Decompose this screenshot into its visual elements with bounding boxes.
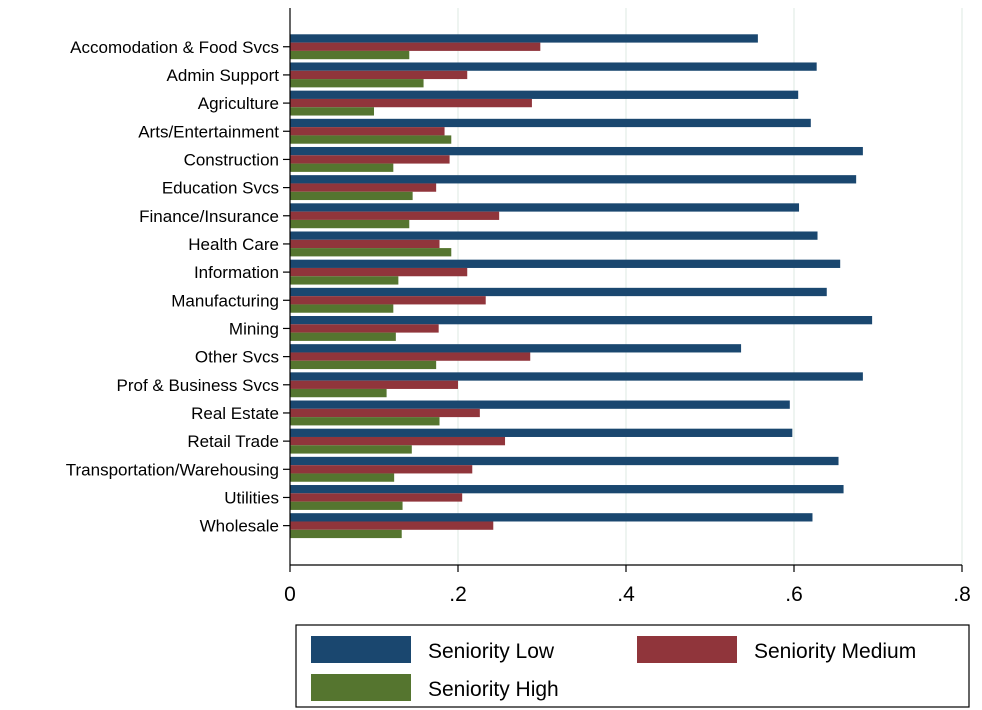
bar-seniority-low-finance-insurance	[290, 203, 800, 212]
category-label-retail-trade: Retail Trade	[187, 432, 279, 451]
bar-seniority-high-other-svcs	[290, 360, 437, 370]
bar-seniority-low-real-estate	[290, 400, 790, 409]
bar-seniority-high-prof-business-svcs	[290, 388, 387, 398]
bar-seniority-high-mining	[290, 332, 396, 341]
legend-swatch-seniority-medium	[637, 636, 737, 663]
bar-seniority-medium-real-estate	[290, 408, 480, 418]
legend-swatch-seniority-low	[311, 636, 411, 663]
category-label-accomodation-food-svcs: Accomodation & Food Svcs	[70, 38, 279, 57]
bar-seniority-medium-wholesale	[290, 521, 494, 530]
bar-seniority-low-agriculture	[290, 90, 799, 99]
category-label-real-estate: Real Estate	[191, 404, 279, 423]
category-label-admin-support: Admin Support	[167, 66, 280, 85]
bar-seniority-medium-utilities	[290, 493, 463, 502]
bar-seniority-medium-education-svcs	[290, 183, 437, 192]
bar-seniority-medium-finance-insurance	[290, 211, 500, 220]
category-label-prof-business-svcs: Prof & Business Svcs	[116, 376, 279, 395]
legend-label-seniority-medium: Seniority Medium	[754, 640, 916, 663]
bar-seniority-medium-information	[290, 267, 468, 277]
bar-seniority-high-construction	[290, 163, 394, 172]
bar-seniority-medium-other-svcs	[290, 352, 531, 361]
bar-seniority-low-other-svcs	[290, 344, 742, 353]
x-tick-label: .4	[617, 583, 635, 606]
bar-seniority-high-education-svcs	[290, 191, 413, 201]
bar-seniority-low-utilities	[290, 485, 844, 494]
x-tick-label: .8	[953, 583, 971, 606]
bar-seniority-medium-transportation-warehousing	[290, 465, 473, 474]
bar-seniority-low-admin-support	[290, 62, 817, 71]
bar-seniority-medium-accomodation-food-svcs	[290, 42, 541, 51]
category-label-construction: Construction	[184, 150, 279, 169]
bar-seniority-low-education-svcs	[290, 175, 857, 184]
bar-seniority-low-retail-trade	[290, 428, 793, 437]
category-label-health-care: Health Care	[188, 235, 279, 254]
bar-seniority-high-admin-support	[290, 79, 424, 88]
bar-seniority-low-accomodation-food-svcs	[290, 34, 758, 43]
category-label-manufacturing: Manufacturing	[171, 291, 279, 310]
axes	[283, 8, 963, 572]
bar-seniority-low-transportation-warehousing	[290, 456, 839, 466]
bar-seniority-medium-admin-support	[290, 70, 468, 80]
category-label-finance-insurance: Finance/Insurance	[139, 207, 279, 226]
category-label-mining: Mining	[229, 319, 279, 338]
bar-seniority-medium-retail-trade	[290, 436, 506, 446]
bar-seniority-medium-prof-business-svcs	[290, 380, 458, 389]
bar-seniority-high-information	[290, 276, 399, 285]
x-tick-label: .2	[449, 583, 467, 606]
bar-seniority-high-accomodation-food-svcs	[290, 50, 410, 60]
bar-seniority-high-finance-insurance	[290, 219, 410, 229]
bar-seniority-high-utilities	[290, 501, 403, 510]
bar-seniority-low-mining	[290, 316, 873, 325]
bar-seniority-high-agriculture	[290, 107, 374, 116]
category-label-transportation-warehousing: Transportation/Warehousing	[66, 460, 279, 479]
x-tick-label: .6	[785, 583, 803, 606]
category-label-other-svcs: Other Svcs	[195, 348, 279, 367]
x-tick-labels: 0 .2 .4 .6 .8	[284, 583, 971, 606]
bar-seniority-medium-mining	[290, 324, 439, 333]
bar-seniority-medium-manufacturing	[290, 296, 486, 305]
x-tick-label: 0	[284, 583, 296, 606]
bar-seniority-high-real-estate	[290, 417, 440, 426]
category-label-information: Information	[194, 263, 279, 282]
legend-label-seniority-low: Seniority Low	[428, 640, 555, 663]
legend-swatch-seniority-high	[311, 674, 411, 701]
bar-seniority-high-arts-entertainment	[290, 135, 452, 144]
bar-seniority-low-health-care	[290, 231, 818, 240]
bar-seniority-low-wholesale	[290, 513, 813, 522]
category-labels: Accomodation & Food Svcs Admin Support Agr…	[66, 38, 280, 536]
bar-seniority-low-construction	[290, 146, 863, 156]
bar-seniority-high-transportation-warehousing	[290, 473, 395, 482]
category-label-arts-entertainment: Arts/Entertainment	[138, 122, 279, 141]
bar-seniority-low-arts-entertainment	[290, 118, 811, 128]
bar-seniority-high-manufacturing	[290, 304, 394, 313]
bar-seniority-medium-health-care	[290, 239, 440, 249]
category-label-agriculture: Agriculture	[198, 94, 279, 113]
category-label-utilities: Utilities	[224, 488, 279, 507]
legend: Seniority Low Seniority Medium Seniority H…	[295, 624, 970, 708]
category-label-wholesale: Wholesale	[200, 517, 279, 536]
bar-seniority-low-information	[290, 259, 841, 268]
bar-seniority-high-health-care	[290, 248, 452, 257]
bar-seniority-medium-agriculture	[290, 98, 532, 108]
bar-seniority-medium-arts-entertainment	[290, 127, 445, 136]
legend-label-seniority-high: Seniority High	[428, 678, 559, 701]
bars	[290, 34, 873, 539]
bar-seniority-high-wholesale	[290, 529, 402, 539]
bar-seniority-low-prof-business-svcs	[290, 372, 863, 381]
bar-seniority-high-retail-trade	[290, 445, 412, 454]
bar-seniority-medium-construction	[290, 155, 450, 164]
category-label-education-svcs: Education Svcs	[162, 179, 279, 198]
bar-seniority-low-manufacturing	[290, 287, 827, 297]
